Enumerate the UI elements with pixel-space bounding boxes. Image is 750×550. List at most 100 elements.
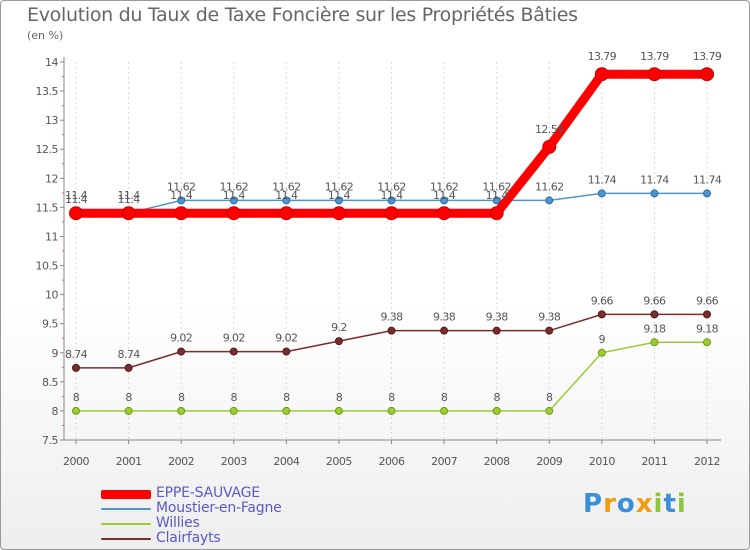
data-label: 9.18 — [696, 322, 719, 335]
data-label: 11.62 — [430, 180, 459, 193]
data-point — [492, 196, 501, 205]
data-point — [334, 196, 343, 205]
data-point — [597, 348, 606, 357]
data-point — [492, 406, 501, 415]
legend-swatch — [101, 489, 151, 499]
x-tick-label: 2011 — [641, 455, 667, 468]
y-tick-label: 11.5 — [36, 201, 59, 214]
x-tick-label: 2007 — [431, 455, 457, 468]
logo-letter: i — [676, 489, 687, 519]
data-label: 11.62 — [220, 180, 249, 193]
y-tick-label: 13.5 — [36, 85, 59, 98]
data-point — [700, 67, 714, 82]
data-label: 11.4 — [223, 189, 246, 202]
data-label: 9.66 — [591, 294, 614, 307]
data-point — [542, 139, 557, 154]
data-label: 9.38 — [380, 311, 403, 324]
legend-label: EPPE-SAUVAGE — [156, 485, 260, 501]
data-point — [69, 206, 83, 221]
data-point — [594, 67, 609, 82]
x-tick-label: 2001 — [116, 455, 142, 468]
data-label: 13.79 — [640, 50, 669, 63]
data-label: 8 — [73, 391, 80, 404]
chart-subtitle: (en %) — [27, 29, 64, 42]
series-eppe-sauvage — [69, 67, 714, 221]
data-point — [650, 310, 659, 319]
data-label: 11.4 — [433, 189, 456, 202]
data-label: 9.38 — [486, 311, 509, 324]
data-label: 13.79 — [693, 50, 722, 63]
series-willies — [72, 338, 711, 415]
data-point — [387, 196, 396, 205]
data-point — [229, 196, 238, 205]
proxiti-logo: Proxiti — [583, 489, 687, 519]
data-label: 13.79 — [588, 50, 617, 63]
data-point — [124, 363, 133, 372]
data-point — [387, 406, 396, 415]
data-point — [489, 206, 504, 221]
x-tick-label: 2008 — [484, 455, 510, 468]
data-label: 11.62 — [272, 180, 301, 193]
legend-label: Willies — [156, 515, 200, 531]
data-point — [545, 406, 554, 415]
x-tick-label: 2005 — [326, 455, 352, 468]
data-label: 8 — [125, 391, 132, 404]
data-point — [545, 196, 554, 205]
y-tick-label: 9 — [52, 347, 59, 360]
logo-letter: r — [603, 489, 617, 519]
data-label: 9.2 — [331, 321, 347, 334]
data-point — [703, 189, 711, 198]
data-label: 11.4 — [170, 189, 193, 202]
data-point — [121, 206, 136, 221]
logo-letter: P — [583, 489, 604, 519]
data-point — [72, 406, 80, 415]
x-tick-label: 2003 — [221, 455, 247, 468]
data-label: 11.4 — [65, 189, 88, 202]
data-point — [650, 189, 659, 198]
data-label: 9.02 — [275, 332, 297, 345]
data-label: 11.62 — [535, 180, 564, 193]
data-label: 8 — [546, 391, 553, 404]
logo-letter: i — [653, 489, 664, 519]
data-label: 11.74 — [640, 173, 669, 186]
data-label: 8.74 — [65, 348, 88, 361]
legend-swatch — [101, 538, 151, 540]
x-tick-label: 2006 — [379, 455, 405, 468]
data-label: 9.66 — [643, 294, 666, 307]
y-tick-label: 8.5 — [42, 376, 58, 389]
data-label: 8 — [231, 391, 238, 404]
legend-label: Moustier-en-Fagne — [156, 500, 282, 516]
x-tick-label: 2000 — [63, 455, 89, 468]
grid — [75, 62, 708, 440]
data-point — [177, 406, 186, 415]
data-point — [279, 206, 294, 221]
data-label: 8 — [441, 391, 448, 404]
series-clairfayts — [72, 310, 711, 372]
data-point — [597, 310, 606, 319]
data-point — [650, 338, 659, 347]
data-point — [334, 406, 343, 415]
data-labels: 11.4 11.4 11.4 11.4 11.4 11.4 11.4 11.4 11.412.5… — [65, 50, 722, 404]
data-point — [72, 363, 80, 372]
logo-letter: t — [663, 489, 677, 519]
data-label: 8 — [336, 391, 343, 404]
y-tick-label: 9.5 — [42, 318, 58, 331]
data-label: 11.4 — [486, 189, 509, 202]
data-point — [597, 189, 606, 198]
data-label: 12.54 — [535, 123, 564, 136]
data-label: 11.62 — [167, 180, 196, 193]
data-label: 8 — [388, 391, 395, 404]
x-tick-label: 2009 — [536, 455, 562, 468]
data-label: 11.74 — [693, 173, 722, 186]
data-label: 9.66 — [696, 294, 719, 307]
data-point — [437, 206, 452, 221]
data-point — [384, 206, 399, 221]
y-tick-label: 7.5 — [42, 434, 58, 447]
logo-letter: o — [616, 489, 636, 519]
data-label: 9 — [599, 333, 606, 346]
data-point — [229, 406, 238, 415]
data-point — [177, 347, 186, 356]
legend-label: Clairfayts — [156, 530, 221, 546]
data-label: 11.62 — [377, 180, 406, 193]
